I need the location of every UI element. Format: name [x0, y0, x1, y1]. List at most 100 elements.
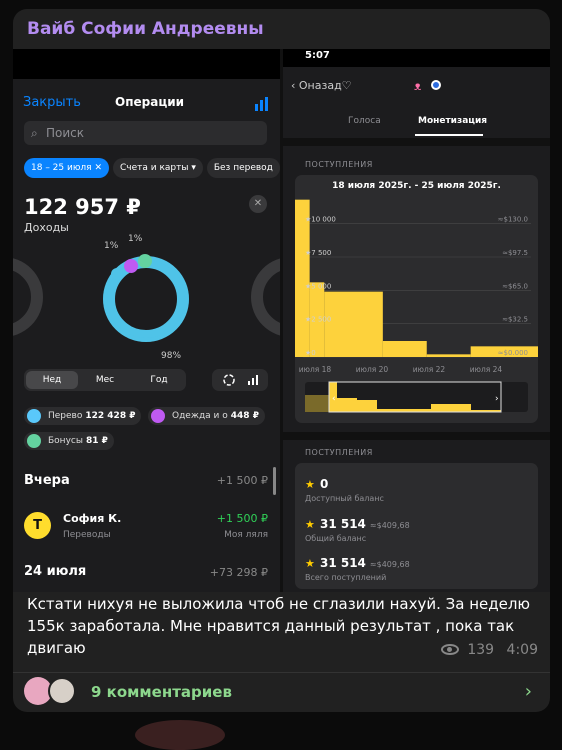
- chart-title: 18 июля 2025г. - 25 июля 2025г.: [332, 181, 501, 191]
- channel-name[interactable]: Вайб Софии Андреевны: [27, 19, 264, 39]
- navigator-bar: [471, 410, 501, 412]
- navigator-bar: [329, 382, 337, 412]
- tx-amount: +1 500 ₽: [216, 512, 268, 525]
- operations-title: Операции: [115, 95, 185, 109]
- income-total: 122 957 ₽: [24, 195, 141, 219]
- y-usd-label: ≈$130.0: [498, 216, 528, 224]
- y-usd-label: ≈$0.000: [498, 349, 528, 357]
- post-time: 4:09: [506, 642, 538, 658]
- income-chart-card: 18 июля 2025г. - 25 июля 2025г. ★10 000 ≈…: [295, 175, 538, 423]
- star-icon: ★: [305, 518, 315, 531]
- bar: [295, 199, 310, 357]
- tx-account: Моя ляля: [224, 530, 268, 540]
- clothes-icon: [151, 409, 165, 423]
- back-button[interactable]: ‹ Оназад♡: [291, 79, 352, 92]
- donut-label-2: 1%: [128, 234, 143, 244]
- tab-underline: [415, 134, 483, 136]
- no-transfers-chip[interactable]: Без перевод: [206, 158, 280, 178]
- bar: [426, 354, 471, 357]
- separator-2: [283, 432, 550, 440]
- day-total-yesterday: +1 500 ₽: [216, 474, 268, 487]
- chart-type-toggle[interactable]: [212, 369, 268, 391]
- y-usd-label: ≈$97.5: [502, 249, 528, 257]
- star-icon: ★: [305, 557, 315, 570]
- post-meta: 139 4:09: [440, 642, 538, 658]
- post-caption: Кстати нихуя не выложила чтоб не сглазил…: [27, 595, 531, 657]
- bar: [324, 291, 383, 357]
- bank-avatar: Т: [24, 512, 51, 539]
- donut-toggle-icon: [223, 374, 258, 386]
- balance-all-income: ★ 31 514 ≈$409,68 Всего поступлений: [305, 556, 410, 582]
- close-icon[interactable]: ✕: [249, 195, 267, 213]
- date-chip[interactable]: 18 – 25 июля ✕: [24, 158, 109, 178]
- balance-available: ★ 0 Доступный баланс: [305, 477, 384, 503]
- category-transfers[interactable]: Перево 122 428 ₽: [24, 407, 142, 425]
- y-tick-label: ★10 000: [305, 216, 336, 224]
- search-placeholder: Поиск: [46, 126, 85, 140]
- star-icon: ★: [305, 478, 315, 491]
- views-count: 139: [467, 642, 495, 658]
- search-input[interactable]: ⌕ Поиск: [24, 121, 267, 145]
- day-header-24: 24 июля: [24, 564, 87, 579]
- day-total-24: +73 298 ₽: [209, 566, 268, 579]
- tx-category: Переводы: [63, 530, 111, 540]
- navigator-bar: [377, 409, 411, 412]
- bar: [470, 346, 538, 357]
- period-year[interactable]: Год: [150, 375, 168, 385]
- x-tick-label: июля 18: [299, 365, 332, 374]
- bonus-icon: [27, 434, 41, 448]
- tabs: Голоса Монетизация: [283, 112, 550, 138]
- accounts-chip[interactable]: Счета и карты ▾: [112, 158, 203, 178]
- y-usd-label: ≈$65.0: [502, 282, 528, 290]
- eye-amulet-icon: [431, 80, 441, 90]
- donut-label-1: 1%: [104, 241, 119, 251]
- navigator-left-handle: ‹: [332, 394, 336, 404]
- chevron-right-icon[interactable]: ›: [524, 681, 532, 702]
- period-selector: Нед Мес Год: [24, 369, 186, 391]
- x-tick-label: июля 22: [413, 365, 446, 374]
- telegram-post: Вайб Софии Андреевны Закрыть Операции ⌕ …: [13, 9, 550, 712]
- bank-header: Закрыть Операции: [23, 95, 270, 115]
- y-tick-label: ★7 500: [305, 249, 331, 257]
- tx-name[interactable]: София К.: [63, 512, 122, 525]
- commenter-avatar: [48, 677, 76, 705]
- navigator-right-handle: ›: [495, 394, 499, 404]
- filter-chips: 18 – 25 июля ✕ Счета и карты ▾ Без перевод: [24, 158, 280, 178]
- tab-monetization[interactable]: Монетизация: [418, 116, 488, 126]
- navigator-window: [328, 381, 502, 413]
- bar-chart-icon[interactable]: [254, 97, 270, 111]
- y-tick-label: ★2 500: [305, 316, 331, 324]
- y-usd-label: ≈$32.5: [502, 316, 528, 324]
- y-tick-label: ★0: [305, 349, 316, 357]
- next-post-peek: [135, 720, 225, 750]
- dynamic-island: [345, 49, 437, 65]
- tab-votes[interactable]: Голоса: [348, 116, 381, 126]
- transfer-icon: [27, 409, 41, 423]
- balance-total: ★ 31 514 ≈$409,68 Общий баланс: [305, 517, 410, 543]
- screenshots-album[interactable]: Закрыть Операции ⌕ Поиск 18 – 25 июля ✕ С…: [13, 49, 550, 592]
- status-time: 5:07: [305, 50, 330, 61]
- bank-app-screenshot[interactable]: Закрыть Операции ⌕ Поиск 18 – 25 июля ✕ С…: [13, 49, 280, 592]
- navigator-bar: [431, 404, 471, 412]
- day-header-yesterday: Вчера: [24, 473, 70, 488]
- y-tick-label: ★5 000: [305, 282, 331, 290]
- close-link[interactable]: Закрыть: [23, 95, 81, 110]
- comments-link[interactable]: 9 комментариев: [91, 683, 232, 701]
- income-chart[interactable]: ★10 000 ≈$130.0 ★7 500 ≈$97.5 ★5 000 ≈$65.0 ★2…: [295, 175, 538, 423]
- separator: [283, 138, 550, 146]
- bow-icon: ᴥ: [414, 79, 422, 93]
- section-income-label-2: ПОСТУПЛЕНИЯ: [305, 448, 373, 457]
- bar: [382, 341, 427, 357]
- scrollbar[interactable]: [273, 467, 276, 495]
- dynamic-island: [108, 49, 213, 67]
- period-week[interactable]: Нед: [26, 371, 78, 389]
- divider: [13, 672, 550, 673]
- navigator-bar: [357, 400, 377, 412]
- period-month[interactable]: Мес: [95, 375, 115, 385]
- category-clothes[interactable]: Одежда и о 448 ₽: [148, 407, 265, 425]
- monetization-screenshot[interactable]: 5:07 ‹ Оназад♡ ᴥ Голоса Монетизация ПОСТ…: [283, 49, 550, 592]
- views-icon: [440, 644, 459, 655]
- commenter-avatar: [24, 677, 52, 705]
- category-bonuses[interactable]: Бонусы 81 ₽: [24, 432, 114, 450]
- bar: [309, 282, 325, 357]
